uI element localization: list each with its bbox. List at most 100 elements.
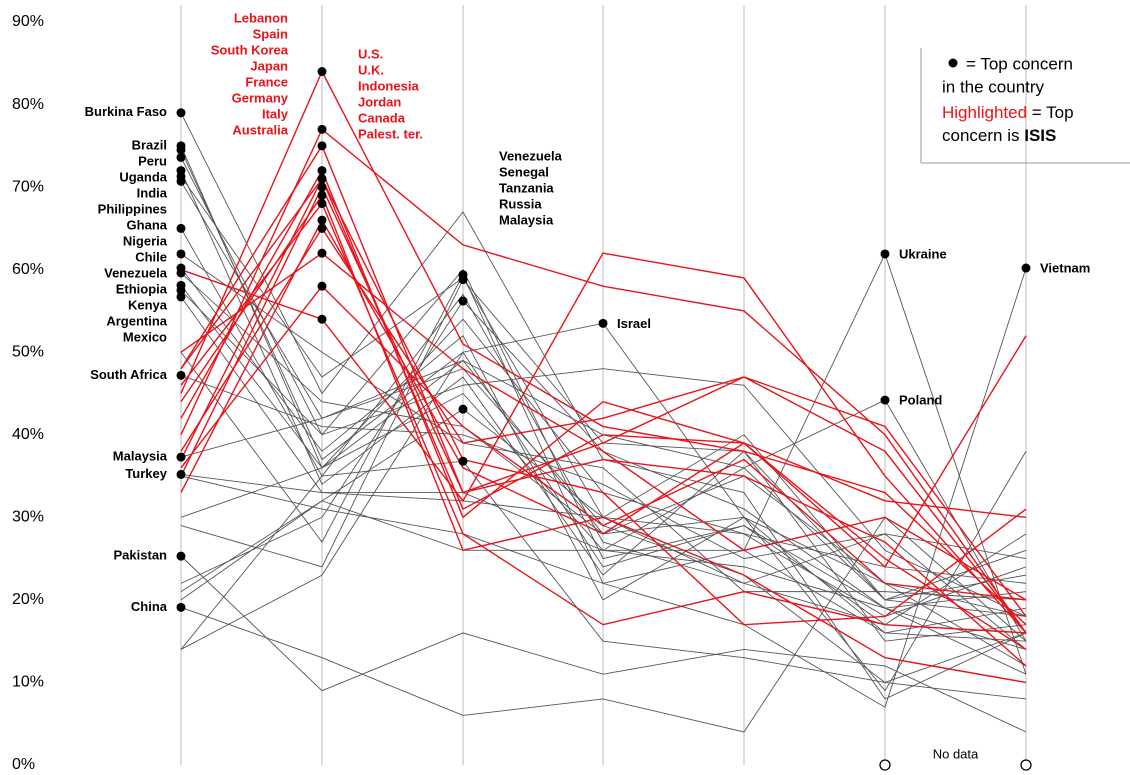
legend-text: Highlighted = Top bbox=[942, 103, 1074, 122]
country-label: Chile bbox=[135, 249, 167, 264]
top-dot bbox=[317, 124, 327, 134]
country-label: U.S. bbox=[358, 46, 383, 61]
country-label: Burkina Faso bbox=[85, 104, 167, 119]
legend: = Top concern in the country Highlighted… bbox=[920, 48, 1130, 164]
top-dot bbox=[317, 199, 327, 209]
top-dot bbox=[880, 249, 890, 259]
top-dot bbox=[176, 452, 186, 462]
top-dot bbox=[458, 456, 468, 466]
top-dot bbox=[176, 268, 186, 278]
country-label: Israel bbox=[617, 316, 651, 331]
country-label: Australia bbox=[232, 122, 288, 137]
top-dot bbox=[176, 152, 186, 162]
legend-highlight: Highlighted bbox=[942, 103, 1027, 122]
series-line bbox=[180, 267, 1027, 708]
country-label: Pakistan bbox=[114, 548, 168, 563]
legend-text: = Top concern bbox=[966, 54, 1073, 73]
top-dot bbox=[176, 145, 186, 155]
country-label: Venezuela bbox=[499, 148, 563, 163]
legend-text: concern is ISIS bbox=[942, 126, 1056, 145]
series-line bbox=[180, 253, 1027, 601]
legend-text: concern is bbox=[942, 126, 1019, 145]
top-dot bbox=[598, 318, 608, 328]
top-dot bbox=[176, 551, 186, 561]
country-label: Poland bbox=[899, 393, 942, 408]
country-label: Ghana bbox=[127, 217, 168, 232]
y-tick-label: 10% bbox=[12, 674, 44, 691]
top-dot bbox=[317, 166, 327, 176]
y-tick-label: 20% bbox=[12, 591, 44, 608]
y-tick-label: 90% bbox=[12, 13, 44, 30]
country-label: Argentina bbox=[106, 313, 167, 328]
top-dot bbox=[317, 281, 327, 291]
country-label: Russia bbox=[499, 196, 542, 211]
top-dot bbox=[176, 108, 186, 118]
y-tick-label: 50% bbox=[12, 343, 44, 360]
top-dot bbox=[1021, 263, 1031, 273]
axes: 0% 10% 20% 30% 40% 50% 60% 70% 80% 90% bbox=[12, 5, 1027, 773]
y-tick-label: 30% bbox=[12, 509, 44, 526]
country-label: Spain bbox=[253, 26, 288, 41]
country-label: Italy bbox=[262, 106, 289, 121]
top-dot bbox=[458, 296, 468, 306]
labels: Burkina Faso BrazilPeruUgandaIndiaPhilipp… bbox=[85, 10, 1091, 761]
top-dot bbox=[317, 314, 327, 324]
country-label: Senegal bbox=[499, 164, 549, 179]
top-dot bbox=[176, 370, 186, 380]
top-dot bbox=[176, 292, 186, 302]
series-line bbox=[180, 555, 1027, 733]
country-label: Mexico bbox=[123, 329, 167, 344]
country-label: Japan bbox=[250, 58, 288, 73]
country-label: Canada bbox=[358, 110, 406, 125]
series-line bbox=[180, 170, 1027, 642]
country-label: Indonesia bbox=[358, 78, 419, 93]
top-dot bbox=[317, 215, 327, 225]
top-dot bbox=[317, 67, 327, 77]
country-label: South Africa bbox=[90, 367, 168, 382]
country-label: Jordan bbox=[358, 94, 401, 109]
country-label: Lebanon bbox=[234, 10, 288, 25]
legend-isis: ISIS bbox=[1024, 126, 1056, 145]
no-data-label: No data bbox=[933, 746, 979, 761]
country-label: China bbox=[131, 599, 168, 614]
country-label: Philippines bbox=[98, 201, 167, 216]
no-data-marker bbox=[879, 759, 891, 771]
top-dot bbox=[176, 223, 186, 233]
country-label: Germany bbox=[232, 90, 289, 105]
country-label: Tanzania bbox=[499, 180, 554, 195]
series-line bbox=[180, 289, 1027, 617]
country-label: Brazil bbox=[132, 137, 167, 152]
country-label: U.K. bbox=[358, 62, 384, 77]
top-dot bbox=[176, 249, 186, 259]
country-label: South Korea bbox=[211, 42, 289, 57]
top-dot bbox=[880, 395, 890, 405]
country-label: Nigeria bbox=[123, 233, 168, 248]
top-dot bbox=[317, 190, 327, 200]
y-tick-label: 80% bbox=[12, 96, 44, 113]
country-label: Palest. ter. bbox=[358, 126, 423, 141]
y-tick-label: 0% bbox=[12, 756, 35, 773]
series-line bbox=[180, 374, 1027, 560]
dots bbox=[176, 67, 1032, 771]
top-dot bbox=[458, 275, 468, 285]
top-dot bbox=[317, 248, 327, 258]
top-dot bbox=[317, 141, 327, 151]
top-dot bbox=[458, 404, 468, 414]
legend-dot bbox=[948, 58, 958, 68]
country-label: Kenya bbox=[128, 297, 168, 312]
top-dot bbox=[176, 602, 186, 612]
top-dot bbox=[317, 174, 327, 184]
country-label: Venezuela bbox=[104, 265, 168, 280]
no-data-marker bbox=[1020, 759, 1032, 771]
series-line bbox=[180, 460, 1027, 700]
country-label: Uganda bbox=[119, 169, 167, 184]
country-label: India bbox=[137, 185, 168, 200]
top-dot bbox=[176, 469, 186, 479]
country-label: Turkey bbox=[125, 466, 167, 481]
country-label: Peru bbox=[138, 153, 167, 168]
top-dot bbox=[317, 182, 327, 192]
country-label: Ukraine bbox=[899, 246, 947, 261]
top-dot bbox=[176, 285, 186, 295]
y-tick-label: 70% bbox=[12, 178, 44, 195]
